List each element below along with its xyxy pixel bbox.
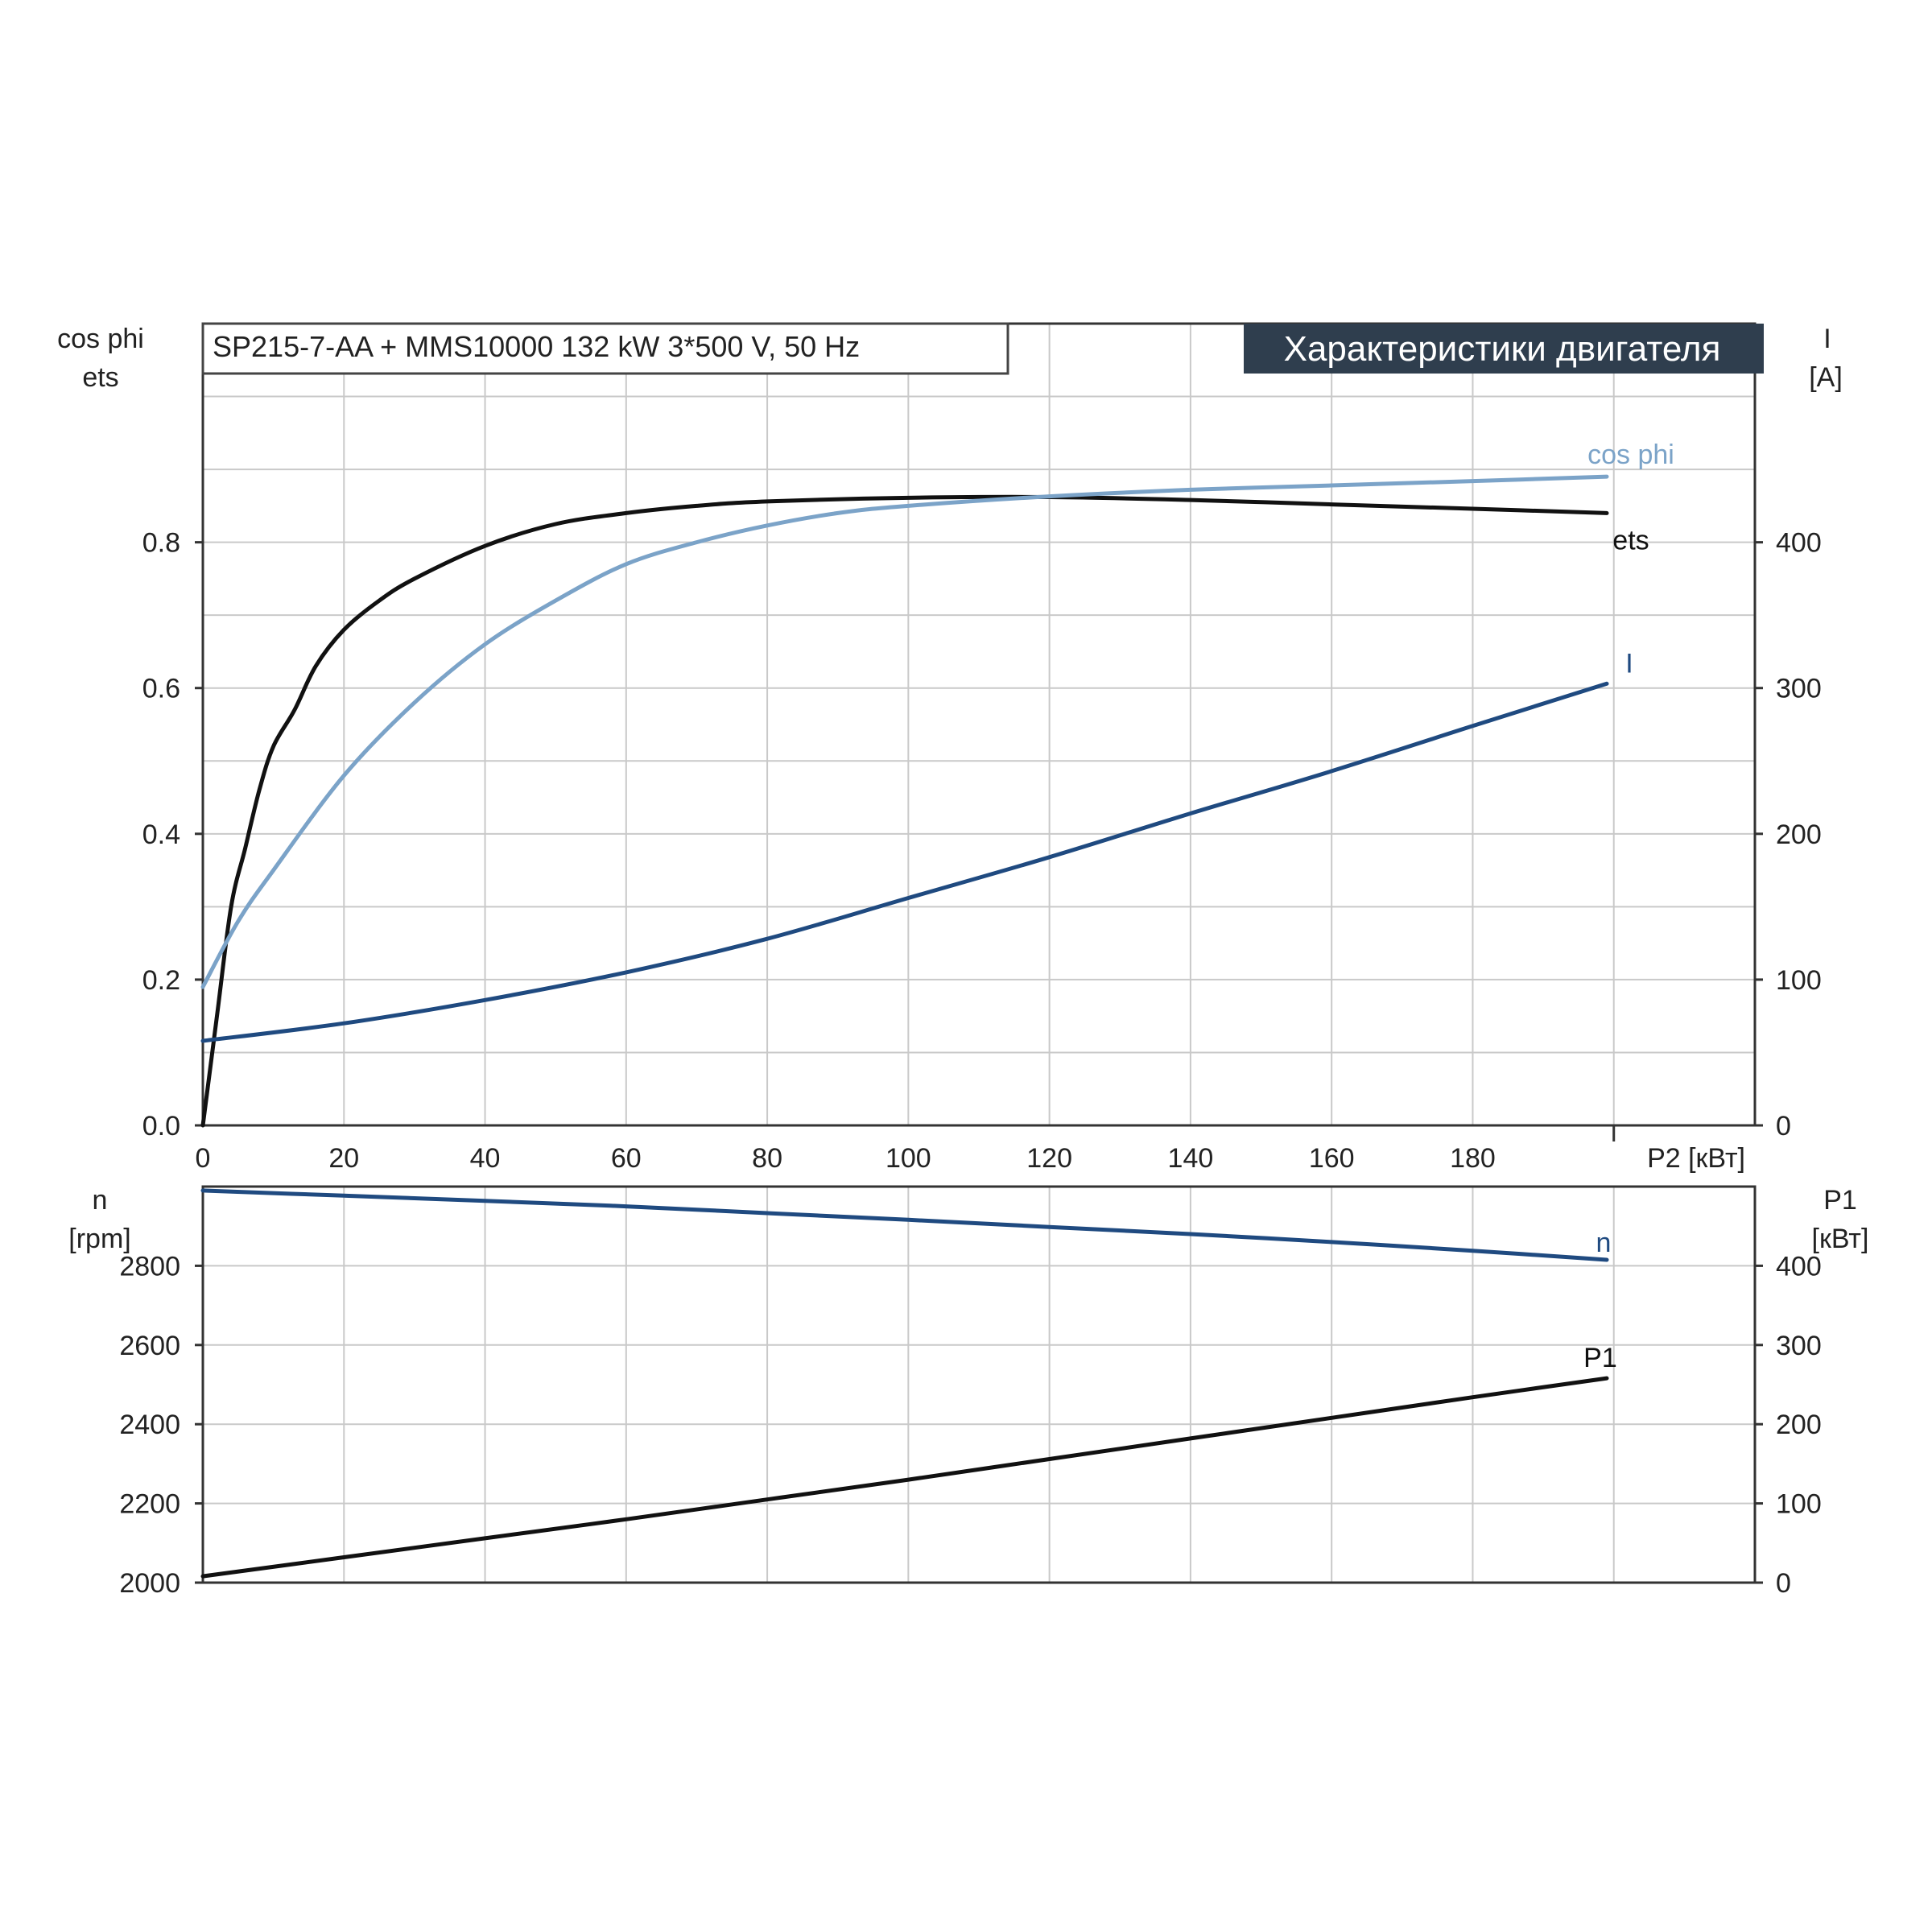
right-axis-label-kw: [кВт] <box>1812 1224 1869 1254</box>
series-label-cos-phi: cos phi <box>1587 440 1674 470</box>
chart-title: SP215-7-AA + MMS10000 132 kW 3*500 V, 50… <box>213 330 860 363</box>
series-line-n <box>200 1188 1609 1262</box>
left-axis-label-cosphi: cos phi <box>57 324 144 354</box>
right-axis-label-a: [A] <box>1809 362 1843 393</box>
lower-left-tick-label: 2200 <box>119 1489 180 1520</box>
upper-chart: 0.0 0.2 0.4 0.6 0.8 0 100 200 300 400 0 20 40 60 80 100… <box>57 322 1843 1174</box>
section-badge-text: Характеристики двигателя <box>1284 329 1721 369</box>
lower-right-tick-label: 400 <box>1776 1251 1822 1282</box>
x-tick-label: 40 <box>470 1143 501 1174</box>
series-line-i <box>200 681 1609 1043</box>
upper-series: ets cos phi I <box>200 440 1674 1128</box>
lower-left-tick-label: 2000 <box>119 1568 180 1599</box>
lower-right-tick-label: 100 <box>1776 1489 1822 1520</box>
upper-left-tick-label: 0.0 <box>142 1111 180 1141</box>
left-axis-label-rpm: [rpm] <box>68 1224 130 1254</box>
series-line-cos-phi <box>200 474 1609 989</box>
x-axis-label-p2: P2 [кВт] <box>1647 1143 1745 1174</box>
x-tick-label: 180 <box>1450 1143 1496 1174</box>
upper-left-tick-label: 0.2 <box>142 965 180 996</box>
upper-left-tick-label: 0.4 <box>142 819 180 850</box>
series-label-ets: ets <box>1612 525 1649 555</box>
series-line-ets <box>200 494 1609 1128</box>
upper-left-tick-label: 0.6 <box>142 674 180 704</box>
title-box: SP215-7-AA + MMS10000 132 kW 3*500 V, 50… <box>201 322 1009 375</box>
series-label-i: I <box>1625 648 1633 679</box>
upper-left-tick-label: 0.8 <box>142 528 180 559</box>
lower-right-tick-label: 0 <box>1776 1568 1791 1599</box>
lower-left-tick-label: 2400 <box>119 1410 180 1440</box>
series-line-p1 <box>200 1376 1609 1579</box>
right-axis-label-i: I <box>1823 324 1831 354</box>
lower-left-tick-label: 2800 <box>119 1251 180 1282</box>
lower-tick-labels: 2000 2200 2400 2600 2800 0 100 200 300 400 <box>119 1251 1821 1599</box>
upper-right-tick-label: 400 <box>1776 528 1822 559</box>
x-tick-label: 20 <box>328 1143 359 1174</box>
x-tick-label: 140 <box>1168 1143 1214 1174</box>
upper-grid <box>202 324 1755 1125</box>
lower-left-tick-label: 2600 <box>119 1331 180 1361</box>
series-label-n: n <box>1596 1228 1612 1258</box>
x-tick-label: 0 <box>196 1143 211 1174</box>
series-label-p1: P1 <box>1583 1343 1617 1373</box>
upper-tick-labels: 0.0 0.2 0.4 0.6 0.8 0 100 200 300 400 0 20 40 60 80 100… <box>142 528 1822 1174</box>
left-axis-label-ets: ets <box>82 362 118 393</box>
upper-right-tick-label: 0 <box>1776 1111 1791 1141</box>
lower-right-tick-label: 200 <box>1776 1410 1822 1440</box>
x-tick-label: 120 <box>1026 1143 1072 1174</box>
lower-plot-frame <box>201 1185 1757 1584</box>
section-badge: Характеристики двигателя <box>1244 324 1764 374</box>
upper-right-tick-label: 200 <box>1776 819 1822 850</box>
x-tick-label: 80 <box>752 1143 782 1174</box>
right-axis-label-p1: P1 <box>1823 1185 1857 1216</box>
x-tick-label: 60 <box>611 1143 642 1174</box>
upper-plot-frame <box>201 322 1757 1127</box>
left-axis-label-n: n <box>93 1185 108 1216</box>
upper-right-tick-label: 300 <box>1776 674 1822 704</box>
lower-series: n P1 <box>200 1188 1617 1579</box>
lower-chart: 2000 2200 2400 2600 2800 0 100 200 300 400 n P1 n … <box>68 1185 1868 1599</box>
x-tick-label: 160 <box>1309 1143 1355 1174</box>
x-tick-label: 100 <box>886 1143 931 1174</box>
upper-right-tick-label: 100 <box>1776 965 1822 996</box>
lower-right-tick-label: 300 <box>1776 1331 1822 1361</box>
lower-grid <box>202 1187 1755 1583</box>
